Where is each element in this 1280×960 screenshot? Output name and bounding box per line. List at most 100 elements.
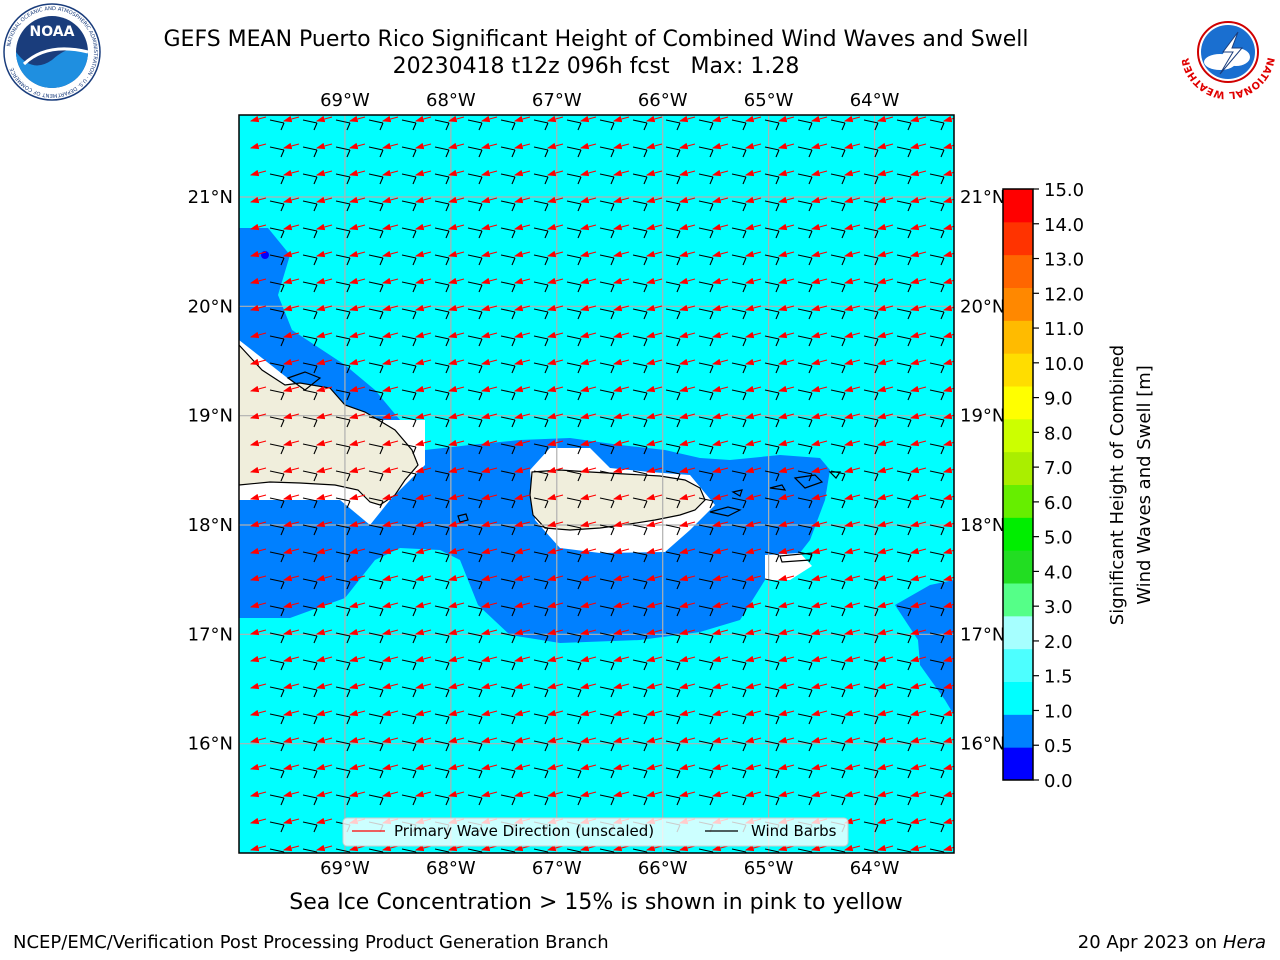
wind-barb (599, 632, 615, 644)
wave-arrow (249, 601, 267, 609)
wind-barb (335, 308, 351, 320)
wave-arrow (777, 844, 795, 852)
wind-barb (896, 794, 912, 806)
wind-barb (929, 551, 945, 563)
wave-arrow (480, 277, 498, 285)
wind-barb (566, 254, 582, 266)
wave-arrow (546, 520, 564, 528)
wave-arrow (315, 277, 333, 285)
wind-barb (632, 713, 648, 725)
wind-barb (401, 227, 417, 239)
wave-arrow (348, 439, 366, 447)
colorbar-tick: 10.0 (1044, 354, 1084, 375)
wind-barb (434, 281, 450, 293)
wind-barb (533, 281, 549, 293)
wave-arrow (282, 466, 300, 474)
noaa-logo-icon: NOAA NATIONAL OCEANIC AND ATMOSPHERIC AD… (3, 3, 101, 101)
wind-barb (302, 173, 318, 185)
wind-barb (434, 308, 450, 320)
lon-label: 65°W (744, 858, 794, 879)
wave-arrow (909, 547, 927, 555)
wave-arrow (744, 844, 762, 852)
wind-barb (797, 362, 813, 374)
wind-barb (963, 255, 977, 265)
wind-barb (665, 146, 681, 158)
colorbar-segment (1003, 189, 1033, 223)
wave-arrow (942, 682, 954, 690)
wave-arrow (579, 601, 597, 609)
wave-arrow (348, 169, 366, 177)
wave-arrow (810, 844, 828, 852)
wind-barb (665, 524, 681, 536)
wave-arrow (678, 169, 696, 177)
wave-arrow (480, 682, 498, 690)
wind-barb (335, 335, 351, 347)
wave-arrow (777, 277, 795, 285)
wind-barb (302, 416, 318, 428)
wind-barb (500, 335, 516, 347)
wind-barb (698, 335, 714, 347)
wind-barb (764, 497, 780, 509)
latitude-labels-right: 21°N 20°N 19°N 18°N 17°N 16°N (960, 187, 1005, 755)
wave-arrow (480, 439, 498, 447)
wind-barb (698, 254, 714, 266)
wave-arrow (414, 115, 432, 123)
wind-barb (335, 362, 351, 374)
wave-arrow (315, 304, 333, 312)
colorbar-tick: 12.0 (1044, 284, 1084, 305)
wind-barb (665, 848, 681, 853)
wind-barb (698, 659, 714, 671)
wind-barb (401, 686, 417, 698)
wind-barb (929, 389, 945, 401)
wave-arrow (447, 709, 465, 717)
lat-label: 16°N (188, 734, 233, 755)
wind-barb (269, 848, 285, 853)
wind-barb (731, 659, 747, 671)
wave-arrow (315, 223, 333, 231)
wind-barb (896, 821, 912, 833)
wave-arrow (579, 412, 597, 420)
chart-title: GEFS MEAN Puerto Rico Significant Height… (163, 27, 1029, 52)
wind-barb (632, 227, 648, 239)
wind-barb (533, 389, 549, 401)
wave-arrow (744, 736, 762, 744)
wave-arrow (546, 844, 564, 852)
wind-barb (368, 470, 384, 482)
wind-barb (830, 605, 846, 617)
wind-barb (963, 147, 977, 157)
wind-barb (764, 794, 780, 806)
wave-arrow (348, 844, 366, 852)
wave-arrow (612, 223, 630, 231)
wave-arrow (414, 385, 432, 393)
wave-arrow (909, 709, 927, 717)
wave-arrow (480, 601, 498, 609)
wind-barb (698, 713, 714, 725)
wind-barb (963, 660, 977, 670)
wind-barb (335, 281, 351, 293)
wave-arrow (777, 682, 795, 690)
wind-barb (764, 443, 780, 455)
wave-arrow (711, 682, 729, 690)
wind-barb (731, 254, 747, 266)
wave-arrow (876, 439, 894, 447)
wind-barb (764, 119, 780, 131)
wind-barb (434, 254, 450, 266)
wave-arrow (777, 331, 795, 339)
wind-barb (665, 470, 681, 482)
wind-barb (302, 794, 318, 806)
wave-arrow (513, 196, 531, 204)
wind-barb (896, 119, 912, 131)
wind-barb (368, 416, 384, 428)
wave-arrow (909, 790, 927, 798)
wind-barb (566, 632, 582, 644)
wind-barb (566, 200, 582, 212)
wind-barb (698, 497, 714, 509)
wave-arrow (612, 628, 630, 636)
wind-barb (929, 632, 945, 644)
wind-barb (797, 740, 813, 752)
lat-label: 16°N (960, 734, 1005, 755)
wave-arrow (579, 115, 597, 123)
wave-arrow (843, 709, 861, 717)
wind-barb (302, 497, 318, 509)
wind-barb (467, 551, 483, 563)
